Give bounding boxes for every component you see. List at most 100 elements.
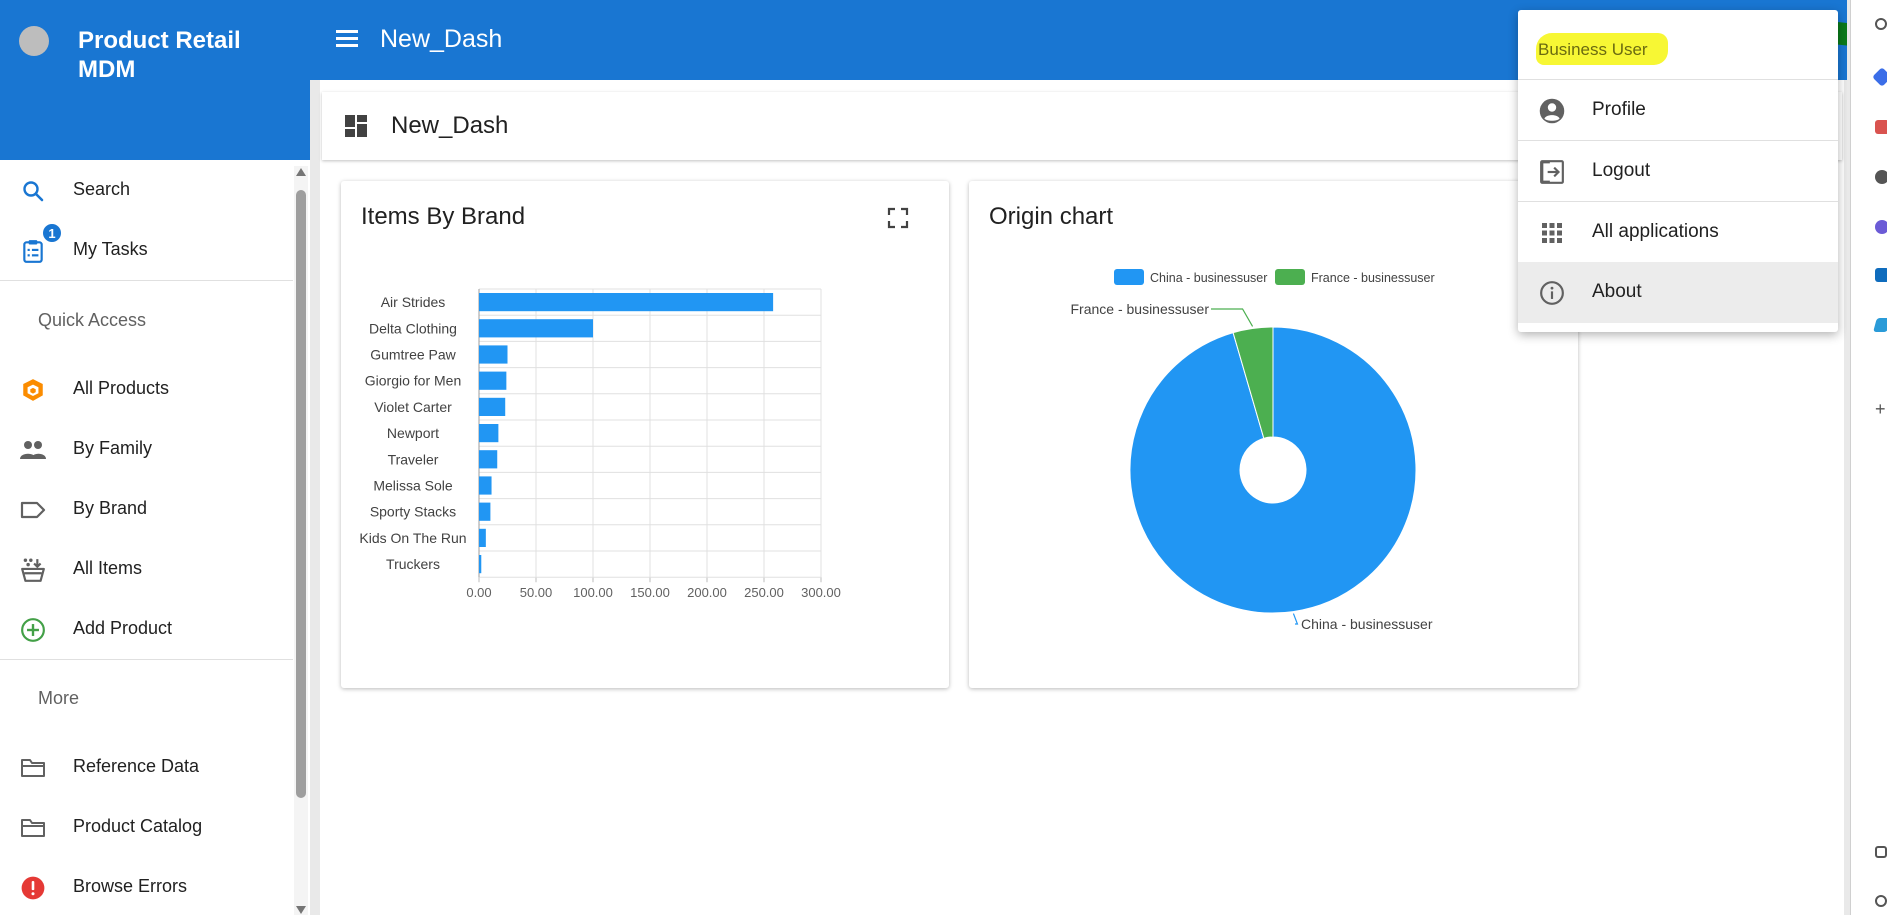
sidebar-item-all-items[interactable]: All Items (0, 545, 293, 591)
menu-item-profile[interactable]: Profile (1518, 80, 1838, 141)
add-icon[interactable]: + (1875, 399, 1886, 419)
category-label: Giorgio for Men (365, 373, 461, 389)
category-label: Melissa Sole (373, 478, 453, 494)
sidebar-item-search[interactable]: Search (0, 166, 293, 212)
x-tick-label: 300.00 (801, 585, 841, 600)
quick-access-heading: Quick Access (38, 310, 147, 330)
category-label: Newport (387, 425, 439, 441)
menu-item-about[interactable]: About (1518, 262, 1838, 323)
bar[interactable] (479, 319, 593, 338)
sidebar-header: Product Retail MDM (0, 0, 310, 160)
person-icon[interactable] (1875, 170, 1887, 184)
bar[interactable] (479, 476, 492, 495)
outlook-icon[interactable] (1875, 268, 1887, 282)
add-circle-icon (19, 616, 47, 644)
bar[interactable] (479, 450, 498, 469)
edge-gap (1847, 0, 1850, 915)
sidebar-item-browse-errors[interactable]: Browse Errors (0, 863, 293, 909)
category-label: Truckers (386, 556, 440, 572)
search-icon[interactable] (1875, 18, 1887, 30)
sidebar-item-label: Search (73, 178, 131, 199)
legend-swatch[interactable] (1114, 269, 1144, 285)
pie-slice[interactable] (1232, 326, 1274, 439)
sidebar-item-label: Reference Data (73, 755, 200, 776)
bar[interactable] (479, 293, 774, 312)
x-tick-label: 250.00 (744, 585, 784, 600)
window-icon[interactable] (1875, 846, 1887, 858)
sidebar-item-label: All Products (73, 377, 170, 398)
bar[interactable] (479, 502, 491, 521)
menu-item-label: All applications (1592, 221, 1719, 242)
bar[interactable] (479, 345, 508, 364)
sidebar-item-label: All Items (73, 557, 143, 578)
sidebar-item-by-brand[interactable]: By Brand (0, 485, 293, 531)
items-icon (19, 556, 47, 584)
menu-item-label: About (1592, 281, 1642, 302)
tasks-icon (19, 237, 47, 265)
folder-icon (19, 814, 47, 842)
x-tick-label: 100.00 (573, 585, 613, 600)
slice-leader-line (1211, 308, 1254, 327)
category-label: Sporty Stacks (370, 504, 456, 520)
category-label: Gumtree Paw (370, 347, 456, 363)
user-menu-header: Business User (1518, 10, 1838, 80)
sidebar-item-label: Add Product (73, 617, 173, 638)
legend-label[interactable]: France - businessuser (1311, 271, 1435, 285)
sidebar-item-my-tasks[interactable]: My Tasks (0, 226, 293, 272)
divider (0, 280, 293, 281)
bar[interactable] (479, 371, 507, 390)
account-circle-icon (1538, 97, 1566, 125)
sidebar-item-label: Browse Errors (73, 875, 188, 896)
slice-leader-line (1292, 613, 1299, 625)
x-tick-label: 0.00 (466, 585, 491, 600)
bar[interactable] (479, 397, 506, 416)
legend-label[interactable]: China - businessuser (1150, 271, 1267, 285)
sidebar-item-add-product[interactable]: Add Product (0, 605, 293, 651)
app-logo-icon (19, 26, 49, 56)
sidebar-item-product-catalog[interactable]: Product Catalog (0, 803, 293, 849)
copilot-icon[interactable] (1875, 220, 1887, 234)
sidebar: Product Retail MDM Search My Tasks 1 Qui… (0, 0, 310, 915)
hamburger-menu-icon[interactable] (334, 26, 362, 52)
pie-slice[interactable] (1129, 326, 1417, 614)
menu-item-logout[interactable]: Logout (1518, 141, 1838, 202)
user-menu: Business User Profile Logout All applica… (1518, 10, 1838, 332)
slice-label: France - businessuser (1070, 301, 1209, 317)
bar[interactable] (479, 555, 482, 574)
items-by-brand-card: Items By Brand 0.00 50.00 100.00 150.00 200.… (341, 181, 949, 688)
bar[interactable] (479, 424, 499, 443)
toolbox-icon[interactable] (1875, 120, 1887, 134)
sidebar-item-reference-data[interactable]: Reference Data (0, 743, 293, 789)
box-icon (19, 376, 47, 404)
highlight-mark (1536, 33, 1668, 65)
menu-item-all-applications[interactable]: All applications (1518, 202, 1838, 263)
legend-swatch[interactable] (1275, 269, 1305, 285)
search-icon (19, 177, 47, 205)
category-label: Air Strides (381, 294, 446, 310)
topbar-dashboard-title: New_Dash (380, 25, 503, 53)
x-tick-label: 50.00 (520, 585, 553, 600)
sidebar-item-label: By Brand (73, 497, 148, 518)
items-by-brand-bar-chart: 0.00 50.00 100.00 150.00 200.00 250.00 300.00 A… (359, 288, 841, 600)
sidebar-item-label: Product Catalog (73, 815, 203, 836)
sidebar-scrollbar-thumb[interactable] (296, 190, 306, 798)
menu-item-label: Logout (1592, 160, 1651, 181)
divider (0, 659, 293, 660)
sidebar-nav: Search My Tasks 1 Quick Access All Produ… (0, 160, 293, 915)
send-icon[interactable] (1873, 318, 1887, 332)
logout-icon (1538, 158, 1566, 186)
sidebar-item-label: My Tasks (73, 238, 148, 259)
sidebar-item-all-products[interactable]: All Products (0, 365, 293, 411)
scroll-down-arrow-icon[interactable] (296, 906, 306, 914)
sidebar-item-by-family[interactable]: By Family (0, 425, 293, 471)
category-label: Traveler (388, 451, 439, 467)
dashboard-title: New_Dash (391, 112, 509, 139)
tag-icon (19, 496, 47, 524)
scroll-up-arrow-icon[interactable] (296, 168, 306, 176)
slice-label: China - businessuser (1301, 616, 1433, 632)
origin-pie-chart: China - businessuser France - businessuse… (1070, 269, 1435, 632)
fullscreen-icon[interactable] (887, 207, 909, 229)
gear-icon[interactable] (1875, 895, 1887, 907)
bar[interactable] (479, 528, 486, 547)
error-icon (19, 874, 47, 902)
